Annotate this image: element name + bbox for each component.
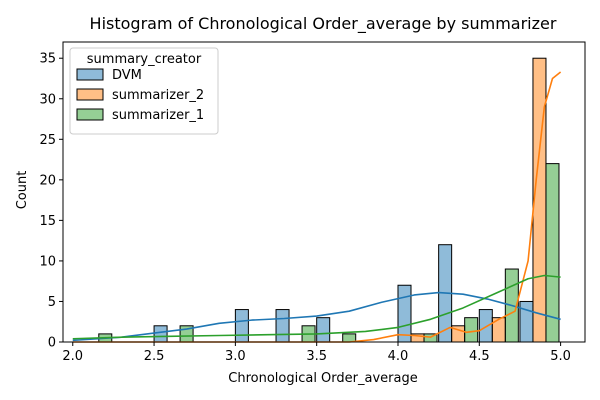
y-tick-label: 15 [39, 214, 56, 229]
y-tick-label: 5 [48, 295, 56, 310]
bar-dvm-6 [478, 309, 493, 343]
y-tick-label: 35 [39, 52, 56, 67]
legend-label-dvm: DVM [112, 68, 142, 83]
x-tick-label: 2.0 [62, 349, 83, 364]
x-tick-label: 3.5 [306, 349, 327, 364]
y-tick-label: 10 [39, 254, 56, 269]
y-tick-label: 30 [39, 92, 56, 107]
plot-frame [62, 41, 586, 343]
bar-dvm-2 [275, 309, 290, 343]
y-tick-label: 25 [39, 133, 56, 148]
bar-dvm-0 [153, 325, 168, 343]
bar-dvm-4 [397, 284, 412, 343]
y-tick-label: 20 [39, 173, 56, 188]
chart-title: Histogram of Chronological Order_average… [90, 14, 557, 34]
bar-dvm-1 [234, 309, 249, 343]
plot-area [72, 57, 562, 343]
kde-line-summarizer-1 [72, 274, 561, 340]
legend-swatch-summarizer-2 [76, 88, 104, 101]
bar-dvm-7 [519, 300, 534, 343]
legend-box [69, 47, 219, 135]
legend-swatch-dvm [76, 68, 104, 81]
bar-summarizer-1-5 [464, 317, 479, 343]
x-tick-label: 4.5 [469, 349, 490, 364]
legend-swatch-summarizer-1 [76, 108, 104, 121]
kde-line-dvm [72, 291, 561, 342]
legend-title: summary_creator [87, 52, 202, 67]
y-axis-label: Count [15, 171, 30, 210]
kde-line-summarizer-2 [72, 71, 562, 343]
legend-label-summarizer-1: summarizer_1 [112, 108, 204, 123]
x-tick-label: 2.5 [144, 349, 165, 364]
x-tick-label: 5.0 [550, 349, 571, 364]
legend-label-summarizer-2: summarizer_2 [112, 88, 204, 103]
x-tick-label: 4.0 [388, 349, 409, 364]
x-tick-label: 3.0 [225, 349, 246, 364]
bar-dvm-3 [316, 317, 331, 343]
axes: 2.0 2.5 3.0 3.5 4.0 4.5 5.0 0 5 10 15 20 25 30 35 [39, 41, 586, 364]
y-tick-label: 0 [48, 336, 56, 351]
x-axis-label: Chronological Order_average [228, 371, 417, 386]
